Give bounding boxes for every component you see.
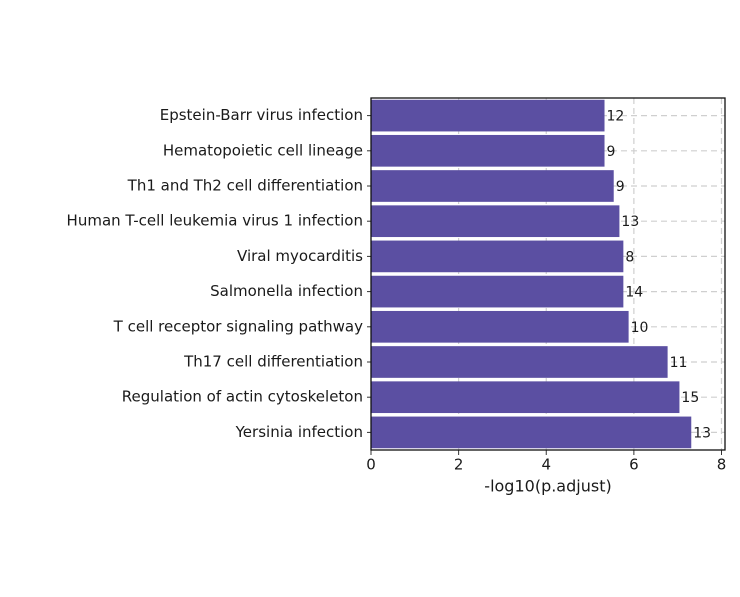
count-label: 9 xyxy=(607,144,616,160)
plot-border xyxy=(370,97,726,451)
bar xyxy=(371,381,680,414)
count-label: 9 xyxy=(616,179,625,195)
bar xyxy=(371,170,614,202)
y-tick-label: Yersinia infection xyxy=(235,423,363,441)
bar xyxy=(371,99,605,132)
y-tick-label: Human T-cell leukemia virus 1 infection xyxy=(67,212,363,230)
y-tick-label: Epstein-Barr virus infection xyxy=(160,106,363,124)
count-label: 15 xyxy=(681,390,699,406)
y-tick-label: Salmonella infection xyxy=(210,282,363,300)
bar xyxy=(371,310,629,343)
y-tick-label: Hematopoietic cell lineage xyxy=(163,141,363,159)
bar xyxy=(371,275,624,308)
count-label: 8 xyxy=(625,249,634,265)
x-axis-title: -log10(p.adjust) xyxy=(484,477,611,496)
count-label: 13 xyxy=(621,214,639,230)
x-tick-label: 4 xyxy=(541,456,551,474)
count-label: 14 xyxy=(625,285,643,301)
bar xyxy=(371,346,668,378)
bar xyxy=(371,134,605,167)
count-label: 10 xyxy=(631,320,649,336)
y-tick-label: Viral myocarditis xyxy=(237,247,363,265)
x-tick-label: 8 xyxy=(717,456,727,474)
bar xyxy=(371,205,620,238)
bar xyxy=(371,240,624,273)
x-tick-label: 0 xyxy=(366,456,376,474)
x-tick-label: 6 xyxy=(629,456,639,474)
y-tick-label: Th17 cell differentiation xyxy=(183,353,363,371)
y-tick-label: Th1 and Th2 cell differentiation xyxy=(127,177,363,195)
y-tick-label: T cell receptor signaling pathway xyxy=(113,317,363,335)
count-label: 12 xyxy=(607,109,625,125)
count-label: 11 xyxy=(670,355,688,371)
count-label: 13 xyxy=(693,425,711,441)
y-tick-label: Regulation of actin cytoskeleton xyxy=(122,388,363,406)
bar xyxy=(371,416,692,449)
x-tick-label: 2 xyxy=(454,456,464,474)
